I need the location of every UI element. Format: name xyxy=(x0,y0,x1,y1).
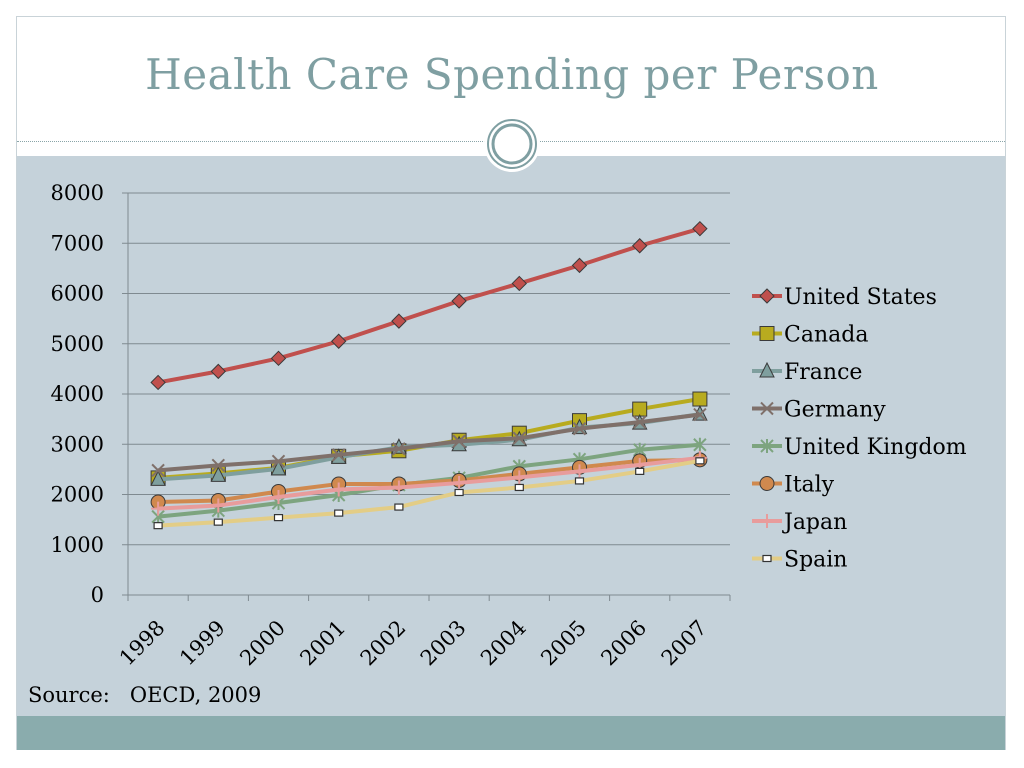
data-point-spain xyxy=(394,503,404,511)
legend-marker-germany xyxy=(760,401,774,416)
data-point-japan xyxy=(452,475,467,490)
series-line-united-states xyxy=(157,226,701,385)
y-tick-label: 1000 xyxy=(51,533,104,557)
legend-marker-japan xyxy=(760,514,774,528)
legend-marker-united-states xyxy=(759,288,775,304)
data-point-spain xyxy=(454,488,464,497)
legend-marker-united-kingdom xyxy=(760,439,774,453)
legend-marker-france xyxy=(759,361,775,378)
data-point-germany xyxy=(632,415,647,429)
x-tick-label: 2005 xyxy=(536,616,591,671)
data-point-germany xyxy=(331,448,346,462)
y-tick-label: 8000 xyxy=(51,181,104,205)
data-point-japan xyxy=(151,501,166,516)
data-point-spain xyxy=(213,518,223,526)
source-note: Source: OECD, 2009 xyxy=(28,683,261,707)
x-tick-label: 2002 xyxy=(356,616,411,671)
source-label: Source: xyxy=(28,683,110,707)
data-point-spain xyxy=(514,483,524,492)
data-point-united-states xyxy=(270,350,287,367)
series-line-spain xyxy=(157,458,701,528)
data-point-japan xyxy=(512,470,527,485)
legend-label-japan: Japan xyxy=(782,510,847,535)
y-tick-label: 2000 xyxy=(51,483,104,507)
data-point-france xyxy=(150,470,166,486)
data-point-united-states xyxy=(511,275,528,292)
data-point-spain xyxy=(153,522,163,530)
data-point-united-kingdom xyxy=(693,437,707,452)
data-point-germany xyxy=(572,421,587,436)
bottom-band xyxy=(17,716,1005,750)
data-point-united-states xyxy=(451,293,467,309)
data-point-united-states xyxy=(391,313,407,329)
legend-label-france: France xyxy=(784,360,862,385)
y-tick-label: 3000 xyxy=(51,432,104,456)
source-text: OECD, 2009 xyxy=(129,683,262,707)
x-tick-label: 1998 xyxy=(115,616,170,671)
legend-label-united-kingdom: United Kingdom xyxy=(784,435,967,460)
legend-label-italy: Italy xyxy=(784,473,835,498)
data-point-spain xyxy=(574,477,585,485)
legend-label-canada: Canada xyxy=(784,323,868,348)
data-point-canada xyxy=(632,401,648,417)
y-tick-label: 4000 xyxy=(51,382,104,406)
x-tick-label: 2006 xyxy=(596,616,651,671)
x-tick-label: 1999 xyxy=(175,616,230,671)
data-point-france xyxy=(270,459,287,476)
legend-marker-canada xyxy=(759,326,775,341)
legend-marker-italy xyxy=(759,476,775,491)
y-tick-label: 0 xyxy=(91,583,104,607)
series-line-germany xyxy=(157,412,701,473)
data-point-japan xyxy=(271,490,286,505)
y-tick-label: 6000 xyxy=(51,282,104,306)
legend-label-germany: Germany xyxy=(784,398,886,423)
data-point-germany xyxy=(512,431,527,445)
data-point-germany xyxy=(211,458,226,473)
data-point-japan xyxy=(211,498,226,513)
data-point-canada xyxy=(692,391,708,407)
data-point-united-states xyxy=(631,238,648,254)
data-point-spain xyxy=(273,514,284,522)
legend-label-spain: Spain xyxy=(784,548,847,573)
data-point-united-states xyxy=(150,374,166,391)
data-point-germany xyxy=(271,454,286,469)
legend-marker-spain xyxy=(762,554,772,563)
x-tick-label: 2003 xyxy=(416,616,471,671)
data-point-united-states xyxy=(692,220,708,237)
data-point-spain xyxy=(695,457,705,465)
data-point-germany xyxy=(151,463,165,478)
slide-title: Health Care Spending per Person xyxy=(145,50,879,99)
x-tick-label: 2004 xyxy=(476,616,531,671)
series-line-italy xyxy=(158,457,700,505)
data-point-japan xyxy=(331,482,346,497)
circle-ornament-icon xyxy=(484,116,540,172)
x-tick-label: 2000 xyxy=(235,616,290,671)
data-point-france xyxy=(210,466,227,482)
data-point-united-states xyxy=(330,333,347,349)
data-point-spain xyxy=(635,467,645,475)
series-line-japan xyxy=(157,455,701,511)
x-tick-label: 2007 xyxy=(657,616,712,671)
data-point-spain xyxy=(334,509,344,517)
data-point-united-states xyxy=(210,363,227,380)
data-point-germany xyxy=(693,407,707,422)
y-tick-label: 5000 xyxy=(51,332,104,356)
legend-label-united-states: United States xyxy=(784,285,937,310)
data-point-united-states xyxy=(571,257,588,274)
y-tick-label: 7000 xyxy=(51,231,104,255)
data-point-germany xyxy=(452,434,466,448)
data-point-japan xyxy=(391,480,406,495)
x-tick-label: 2001 xyxy=(295,616,350,671)
data-point-japan xyxy=(572,464,587,479)
data-point-germany xyxy=(392,442,406,456)
